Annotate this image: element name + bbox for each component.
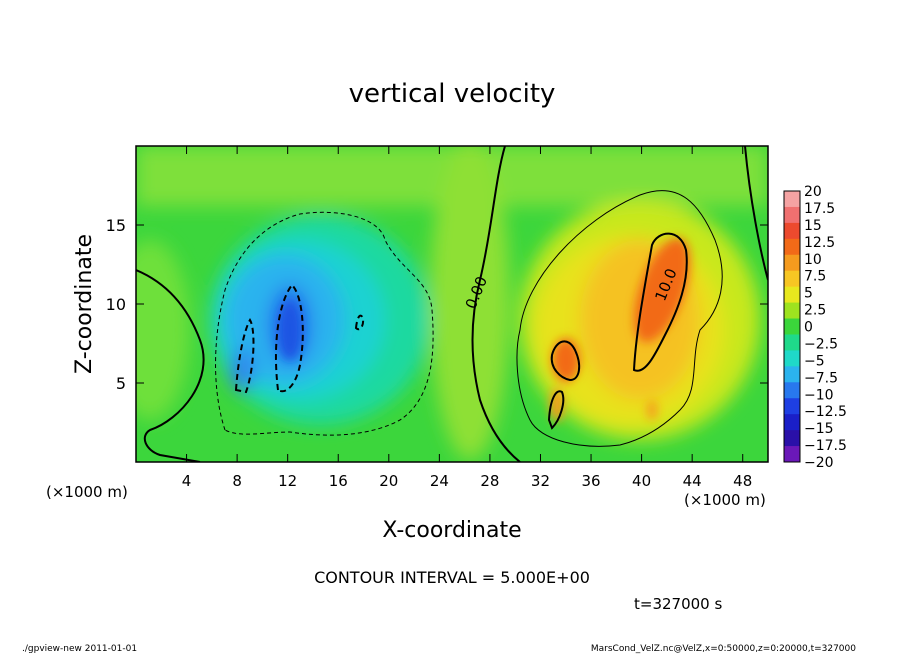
plot-area <box>136 146 768 462</box>
y-tick-label: 5 <box>116 374 126 393</box>
x-tick-label: 40 <box>632 472 651 490</box>
contour-neg10-left <box>234 318 255 394</box>
colorbar-swatch <box>784 191 800 208</box>
colorbar-label: −20 <box>804 455 834 471</box>
contour-zero-right <box>744 146 768 281</box>
updraft-orange-small <box>647 400 657 420</box>
colorbar-label: 10 <box>804 252 822 268</box>
field-lightgreen-left <box>136 240 190 420</box>
colorbar-frame <box>783 190 801 463</box>
colorbar-label: 2.5 <box>804 303 826 319</box>
contours <box>136 146 768 462</box>
colorbar-label: 5 <box>804 286 813 302</box>
x-unit-right: (×1000 m) <box>684 491 766 509</box>
x-tick-label: 4 <box>182 472 192 490</box>
colorbar-label: −15 <box>804 421 834 437</box>
contour-10-low <box>547 390 565 430</box>
colorbar-swatch <box>784 254 800 272</box>
colorbar-swatch <box>784 430 800 447</box>
x-axis: 4 8 12 16 20 24 28 32 36 40 44 48 <box>182 146 752 490</box>
x-tick-label: 36 <box>581 472 600 490</box>
colorbar-label: −17.5 <box>804 438 847 454</box>
contour-10-left <box>550 340 581 382</box>
x-tick-label: 16 <box>329 472 348 490</box>
colorbar-swatch <box>784 318 800 335</box>
colorbar-swatch <box>784 286 800 304</box>
x-tick-label: 8 <box>232 472 242 490</box>
updraft-orange-left <box>552 338 580 382</box>
colorbar-swatch <box>784 270 800 288</box>
footer-left: ./gpview-new 2011-01-01 <box>22 644 137 654</box>
contour-5-updraft <box>516 190 723 447</box>
colorbar-label: −12.5 <box>804 404 847 420</box>
colorbar-swatch <box>784 350 800 367</box>
x-tick-label: 12 <box>278 472 297 490</box>
contour-neg5-downdraft <box>215 211 434 436</box>
contour-neg10-main <box>275 283 304 393</box>
colorbar-swatch <box>784 414 800 431</box>
x-axis-label: X-coordinate <box>382 518 521 543</box>
x-tick-label: 32 <box>531 472 550 490</box>
time-label: t=327000 s <box>634 595 722 613</box>
colorbar-label: 17.5 <box>804 201 835 217</box>
colorbar-label: 7.5 <box>804 269 826 285</box>
x-tick-label: 20 <box>379 472 398 490</box>
downdraft-blue-core <box>278 300 302 360</box>
colorbar-label: −10 <box>804 387 834 403</box>
x-tick-label: 28 <box>480 472 499 490</box>
contour-10-main <box>632 232 688 372</box>
colorbar-label: 0 <box>804 320 813 336</box>
footer-right: MarsCond_VelZ.nc@VelZ,x=0:50000,z=0:2000… <box>591 644 856 654</box>
colorbar-swatch <box>784 334 800 351</box>
colorbar-swatch <box>784 366 800 383</box>
downdraft-core-left <box>230 348 254 392</box>
colorbar-label: −2.5 <box>804 336 838 352</box>
x-unit-left: (×1000 m) <box>46 483 128 501</box>
colorbar: 2017.51512.5107.552.50−2.5−5−7.5−10−12.5… <box>783 184 847 471</box>
y-tick-label: 10 <box>106 295 126 314</box>
updraft-orange-main <box>634 237 690 343</box>
colorbar-label: −5 <box>804 353 825 369</box>
x-tick-label: 48 <box>733 472 752 490</box>
colorbar-swatch <box>784 398 800 415</box>
colorbar-swatch <box>784 222 800 240</box>
y-axis: 5 10 15 <box>106 216 768 393</box>
colorbar-label: 12.5 <box>804 235 835 251</box>
x-tick-label: 24 <box>430 472 449 490</box>
colorbar-swatch <box>784 206 800 224</box>
contour-interval: CONTOUR INTERVAL = 5.000E+00 <box>314 568 590 587</box>
y-axis-label: Z-coordinate <box>72 234 97 374</box>
colorbar-label: 20 <box>804 184 822 200</box>
colorbar-label: −7.5 <box>804 370 838 386</box>
colorbar-swatch <box>784 382 800 399</box>
chart-title: vertical velocity <box>349 79 556 109</box>
contour-zero-mid <box>471 146 521 462</box>
colorbar-label: 15 <box>804 218 822 234</box>
y-tick-label: 15 <box>106 216 126 235</box>
colorbar-swatch <box>784 302 800 320</box>
contour-zero-left <box>136 269 205 462</box>
x-tick-label: 44 <box>683 472 702 490</box>
colorbar-swatch <box>784 238 800 256</box>
colorbar-swatch <box>784 446 800 463</box>
